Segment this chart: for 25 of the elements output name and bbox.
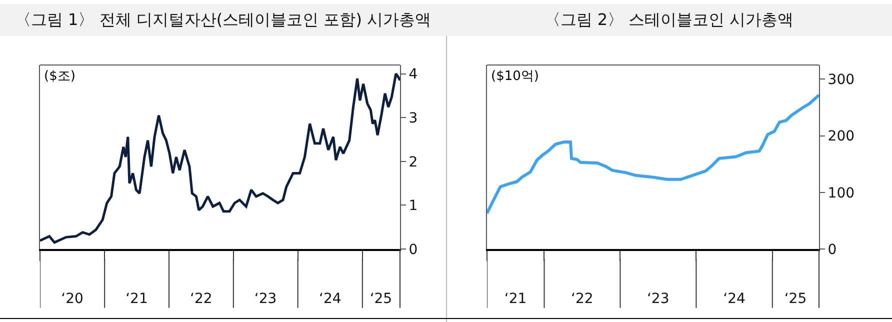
y-tick-label: 0 [828, 242, 837, 258]
chart-title: 〈그림 1〉 전체 디지털자산(스테이블코인 포함) 시가총액 [0, 4, 446, 36]
x-tick-label: ‘25 [370, 290, 392, 307]
y-tick-label: 300 [828, 72, 855, 88]
y-tick-label: 3 [408, 110, 418, 126]
x-tick-label: ‘24 [318, 290, 342, 307]
y-tick-label: 200 [828, 128, 855, 145]
y-tick-label: 4 [408, 66, 418, 83]
x-tick-label: ‘24 [723, 290, 746, 307]
y-tick-label: 0 [408, 242, 418, 258]
x-tick-label: ‘23 [646, 290, 670, 307]
x-tick-label: ‘21 [504, 290, 527, 307]
line-series [487, 94, 819, 215]
y-axis-title: ($조) [44, 69, 76, 84]
x-tick-label: ‘20 [61, 290, 84, 307]
x-tick-label: ‘23 [254, 290, 277, 307]
y-axis-title: ($10억) [491, 69, 539, 84]
x-tick-label: ‘22 [570, 290, 594, 307]
chart-title: 〈그림 2〉 스테이블코인 시가총액 [446, 4, 892, 36]
x-tick-label: ‘21 [126, 290, 148, 307]
x-tick-label: ‘25 [784, 290, 807, 307]
x-tick-label: ‘22 [190, 290, 212, 307]
y-tick-label: 1 [408, 198, 418, 214]
y-tick-label: 2 [408, 154, 418, 170]
y-tick-label: 100 [828, 185, 855, 202]
